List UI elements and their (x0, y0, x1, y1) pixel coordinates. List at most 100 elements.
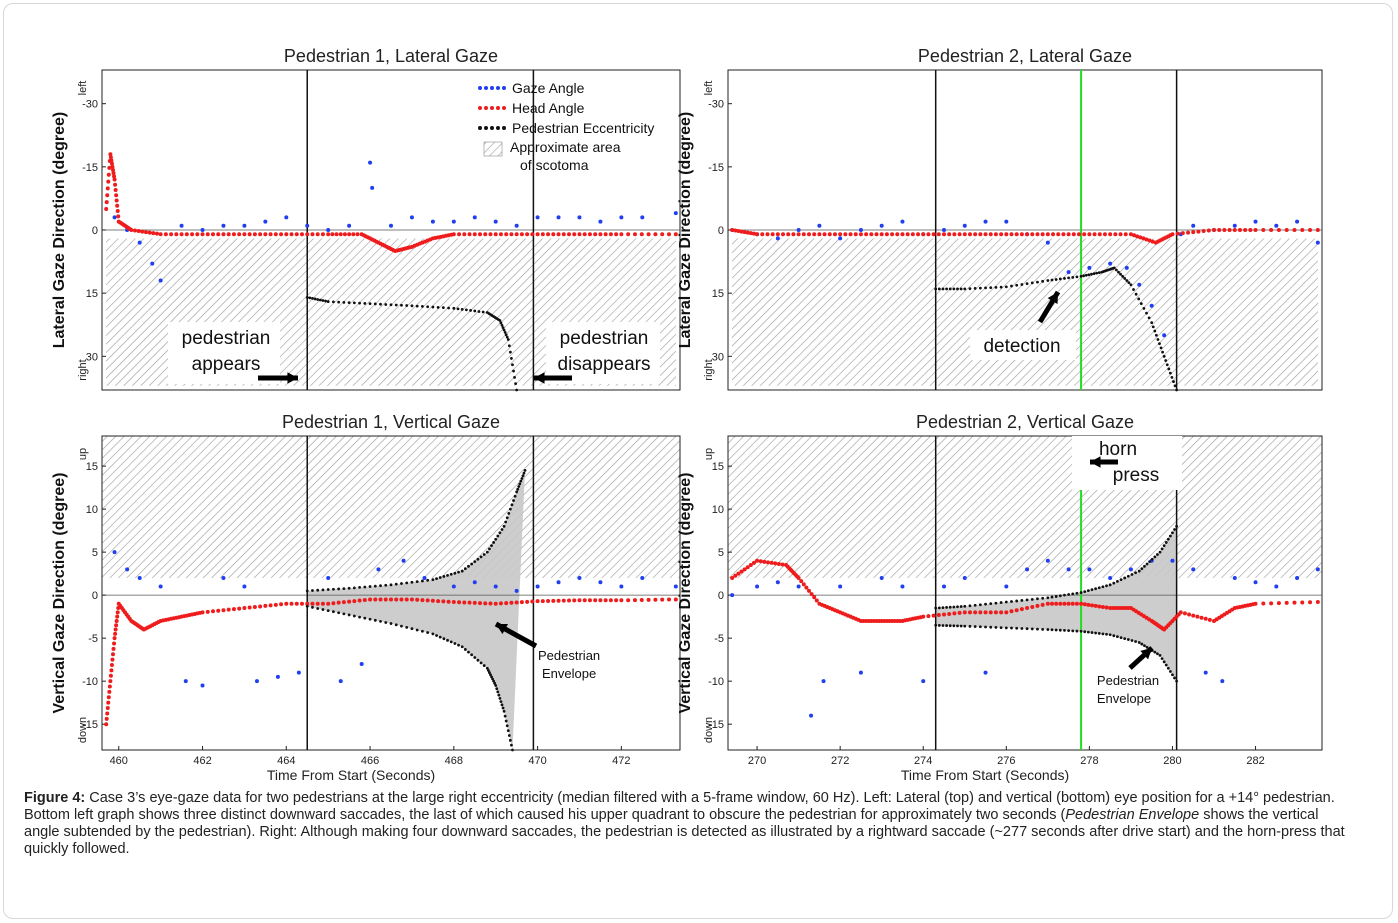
gaze-point (1274, 584, 1279, 589)
head-point (780, 562, 785, 567)
head-point (1261, 228, 1266, 232)
envelope-edge-point (1025, 598, 1029, 602)
envelope-edge-point (467, 564, 470, 568)
head-point (107, 165, 112, 170)
envelope-edge-point (973, 603, 977, 607)
eccentricity-point (1167, 367, 1171, 371)
eccentricity-point (948, 287, 952, 291)
envelope-edge-point (1105, 584, 1108, 588)
head-point (509, 600, 514, 605)
head-point (1207, 617, 1212, 622)
eccentricity-point (513, 375, 516, 379)
head-point (614, 232, 619, 237)
eccentricity-point (469, 309, 472, 312)
head-point (1175, 231, 1180, 236)
eccentricity-point (1030, 281, 1034, 285)
head-point (1300, 228, 1305, 232)
y-tick-label: -15 (708, 719, 724, 731)
gaze-point (493, 219, 498, 224)
head-point (514, 600, 519, 605)
head-point (1150, 239, 1155, 244)
envelope-edge-point (517, 485, 521, 488)
head-point (1104, 605, 1109, 610)
head-point (1025, 232, 1030, 237)
envelope-edge-point (494, 537, 498, 541)
envelope-edge-point (457, 570, 460, 574)
head-point (106, 179, 111, 184)
envelope-edge-point (485, 550, 489, 554)
gaze-point (577, 575, 582, 580)
head-point (368, 597, 373, 602)
head-point (736, 229, 741, 234)
envelope-edge-point (934, 623, 938, 627)
head-point (751, 560, 756, 565)
envelope-edge-point (999, 626, 1003, 630)
envelope-edge-point (311, 606, 314, 609)
head-point (1201, 229, 1206, 234)
head-point (1097, 232, 1102, 237)
envelope-edge-point (493, 681, 497, 685)
eccentricity-point (405, 304, 409, 307)
head-point (603, 598, 608, 603)
head-point (755, 232, 760, 237)
envelope-edge-point (945, 606, 948, 609)
head-point (530, 232, 535, 237)
envelope-edge-point (1090, 588, 1094, 592)
eccentricity-point (363, 302, 367, 305)
head-point (279, 232, 284, 237)
head-point (114, 193, 119, 198)
gaze-point (1191, 567, 1196, 572)
eccentricity-point (1139, 302, 1143, 306)
envelope-edge-point (959, 605, 963, 608)
head-point (112, 636, 117, 641)
eccentricity-point (973, 287, 977, 290)
head-point (639, 232, 644, 237)
head-point (1014, 232, 1019, 237)
head-point (1138, 235, 1143, 240)
y-tick-label: 0 (92, 590, 98, 602)
envelope-edge-point (1101, 632, 1105, 636)
gaze-point (296, 670, 301, 675)
gaze-point (275, 674, 280, 679)
gaze-point (221, 223, 226, 228)
envelope-edge-point (1015, 599, 1019, 603)
gaze-point (401, 558, 406, 563)
head-point (556, 598, 561, 603)
head-point (1284, 228, 1289, 232)
eccentricity-point (1090, 272, 1093, 276)
head-point (593, 598, 598, 603)
caption-italic-term: Pedestrian Envelope (1065, 807, 1200, 823)
eccentricity-point (452, 306, 456, 310)
head-point (195, 232, 200, 237)
head-point (104, 200, 109, 205)
scotoma-area (728, 436, 1322, 578)
eccentricity-point (324, 299, 327, 303)
head-point (441, 599, 446, 604)
gaze-point (326, 575, 331, 580)
head-point (1066, 601, 1071, 606)
envelope-edge-point (956, 605, 959, 609)
head-point (1009, 232, 1014, 237)
head-point (1058, 601, 1063, 606)
gaze-point (451, 219, 456, 224)
head-point (587, 598, 592, 603)
eccentricity-point (1125, 279, 1129, 282)
head-point (519, 232, 524, 237)
head-point (1212, 228, 1216, 232)
envelope-edge-point (352, 586, 356, 590)
head-point (1030, 232, 1035, 237)
envelope-edge-point (521, 474, 525, 478)
gaze-point (150, 261, 155, 266)
head-point (252, 604, 257, 609)
head-point (115, 203, 120, 208)
envelope-edge-point (482, 664, 486, 667)
envelope-edge-point (1160, 547, 1164, 551)
eccentricity-point (1075, 275, 1079, 279)
annotation-arrow-head (496, 624, 508, 635)
envelope-edge-point (321, 588, 325, 592)
head-point (1315, 228, 1320, 232)
head-point (504, 601, 509, 606)
head-point (947, 232, 952, 237)
head-point (143, 230, 148, 235)
